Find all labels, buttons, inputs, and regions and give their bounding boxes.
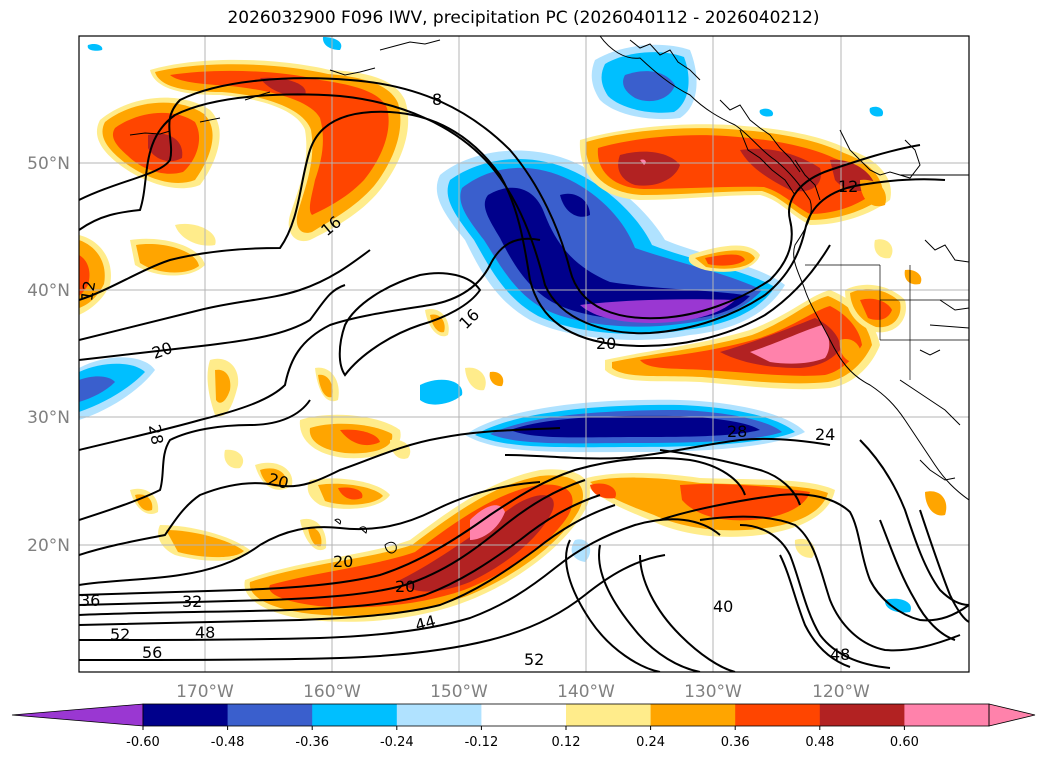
- colorbar-segment: [312, 704, 398, 726]
- map-field: [79, 37, 947, 622]
- colorbar-segment: [227, 704, 313, 726]
- contour-label: 32: [182, 592, 202, 611]
- coastlines: [129, 36, 969, 554]
- colorbar-tick-label: -0.48: [211, 735, 245, 750]
- contour-label: 52: [524, 650, 544, 669]
- colorbar-segment: [735, 704, 821, 726]
- contour-label: 40: [713, 597, 733, 616]
- colorbar-segment: [819, 704, 905, 726]
- colorbar-segment: [143, 704, 229, 726]
- iwv-contours: [79, 77, 969, 672]
- colorbar-segment: [650, 704, 736, 726]
- contour-label: 8: [432, 90, 442, 109]
- lon-label-170w: 170°W: [176, 682, 234, 702]
- lat-label-30n: 30°N: [27, 408, 70, 428]
- colorbar-tick-label: 0.60: [890, 735, 919, 750]
- colorbar-tick-label: 0.24: [636, 735, 665, 750]
- colorbar-tick-label: -0.60: [126, 735, 160, 750]
- colorbar: -0.60 -0.48 -0.36 -0.24 -0.12 0.12 0.24 0.36 0.4…: [11, 703, 1036, 750]
- lon-label-150w: 150°W: [430, 682, 488, 702]
- contour-label: 20: [596, 334, 616, 353]
- map-frame: [78, 35, 970, 673]
- lon-label-120w: 120°W: [812, 682, 870, 702]
- contour-label: 28: [727, 422, 747, 441]
- negative-anomaly-gulf: [87, 37, 884, 120]
- contour-label: 28: [145, 423, 167, 446]
- contour-label: 20: [395, 577, 415, 596]
- colorbar-extend-min: [11, 703, 144, 727]
- longitude-labels: 170°W 160°W 150°W 140°W 130°W 120°W: [176, 682, 870, 702]
- lon-label-160w: 160°W: [303, 682, 361, 702]
- colorbar-tick-label: -0.36: [295, 735, 329, 750]
- positive-anomaly-aleutian: [96, 59, 409, 242]
- colorbar-segment: [904, 704, 990, 726]
- lat-label-40n: 40°N: [27, 281, 70, 301]
- negative-anomaly-west: [79, 357, 911, 613]
- negative-anomaly-band: [465, 399, 805, 453]
- contour-label: 20: [149, 338, 175, 363]
- colorbar-segment: [481, 704, 567, 726]
- colorbar-tick-label: -0.12: [465, 735, 499, 750]
- lon-label-140w: 140°W: [557, 682, 615, 702]
- contour-label: 52: [110, 625, 130, 644]
- contour-label: 48: [830, 645, 850, 664]
- colorbar-segment: [396, 704, 482, 726]
- contour-label: 20: [333, 552, 353, 571]
- colorbar-tick-label: 0.48: [805, 735, 834, 750]
- lon-label-130w: 130°W: [684, 682, 742, 702]
- contour-label: 12: [838, 177, 858, 196]
- colorbar-tick-label: 0.36: [721, 735, 750, 750]
- colorbar-tick-label: 0.12: [552, 735, 581, 750]
- contour-label: 48: [195, 623, 215, 642]
- contour-label: 36: [80, 591, 100, 610]
- contour-labels: 8 12 12 16 16 20 20 20 20 20 24 28 28 32…: [77, 90, 858, 669]
- positive-anomaly-coast: [605, 239, 922, 390]
- map-gridlines: [79, 36, 969, 672]
- colorbar-extend-max: [988, 703, 1036, 727]
- contour-label: 24: [815, 425, 835, 444]
- latitude-labels: 20°N 30°N 40°N 50°N: [27, 154, 70, 556]
- contour-label: 44: [413, 611, 438, 635]
- lat-label-50n: 50°N: [27, 154, 70, 174]
- contour-label: 12: [77, 279, 99, 302]
- lat-label-20n: 20°N: [27, 536, 70, 556]
- map-title: 2026032900 F096 IWV, precipitation PC (2…: [227, 8, 820, 28]
- contour-label: 20: [266, 469, 291, 493]
- colorbar-segment: [566, 704, 652, 726]
- contour-label: 56: [142, 643, 162, 662]
- colorbar-tick-label: -0.24: [380, 735, 414, 750]
